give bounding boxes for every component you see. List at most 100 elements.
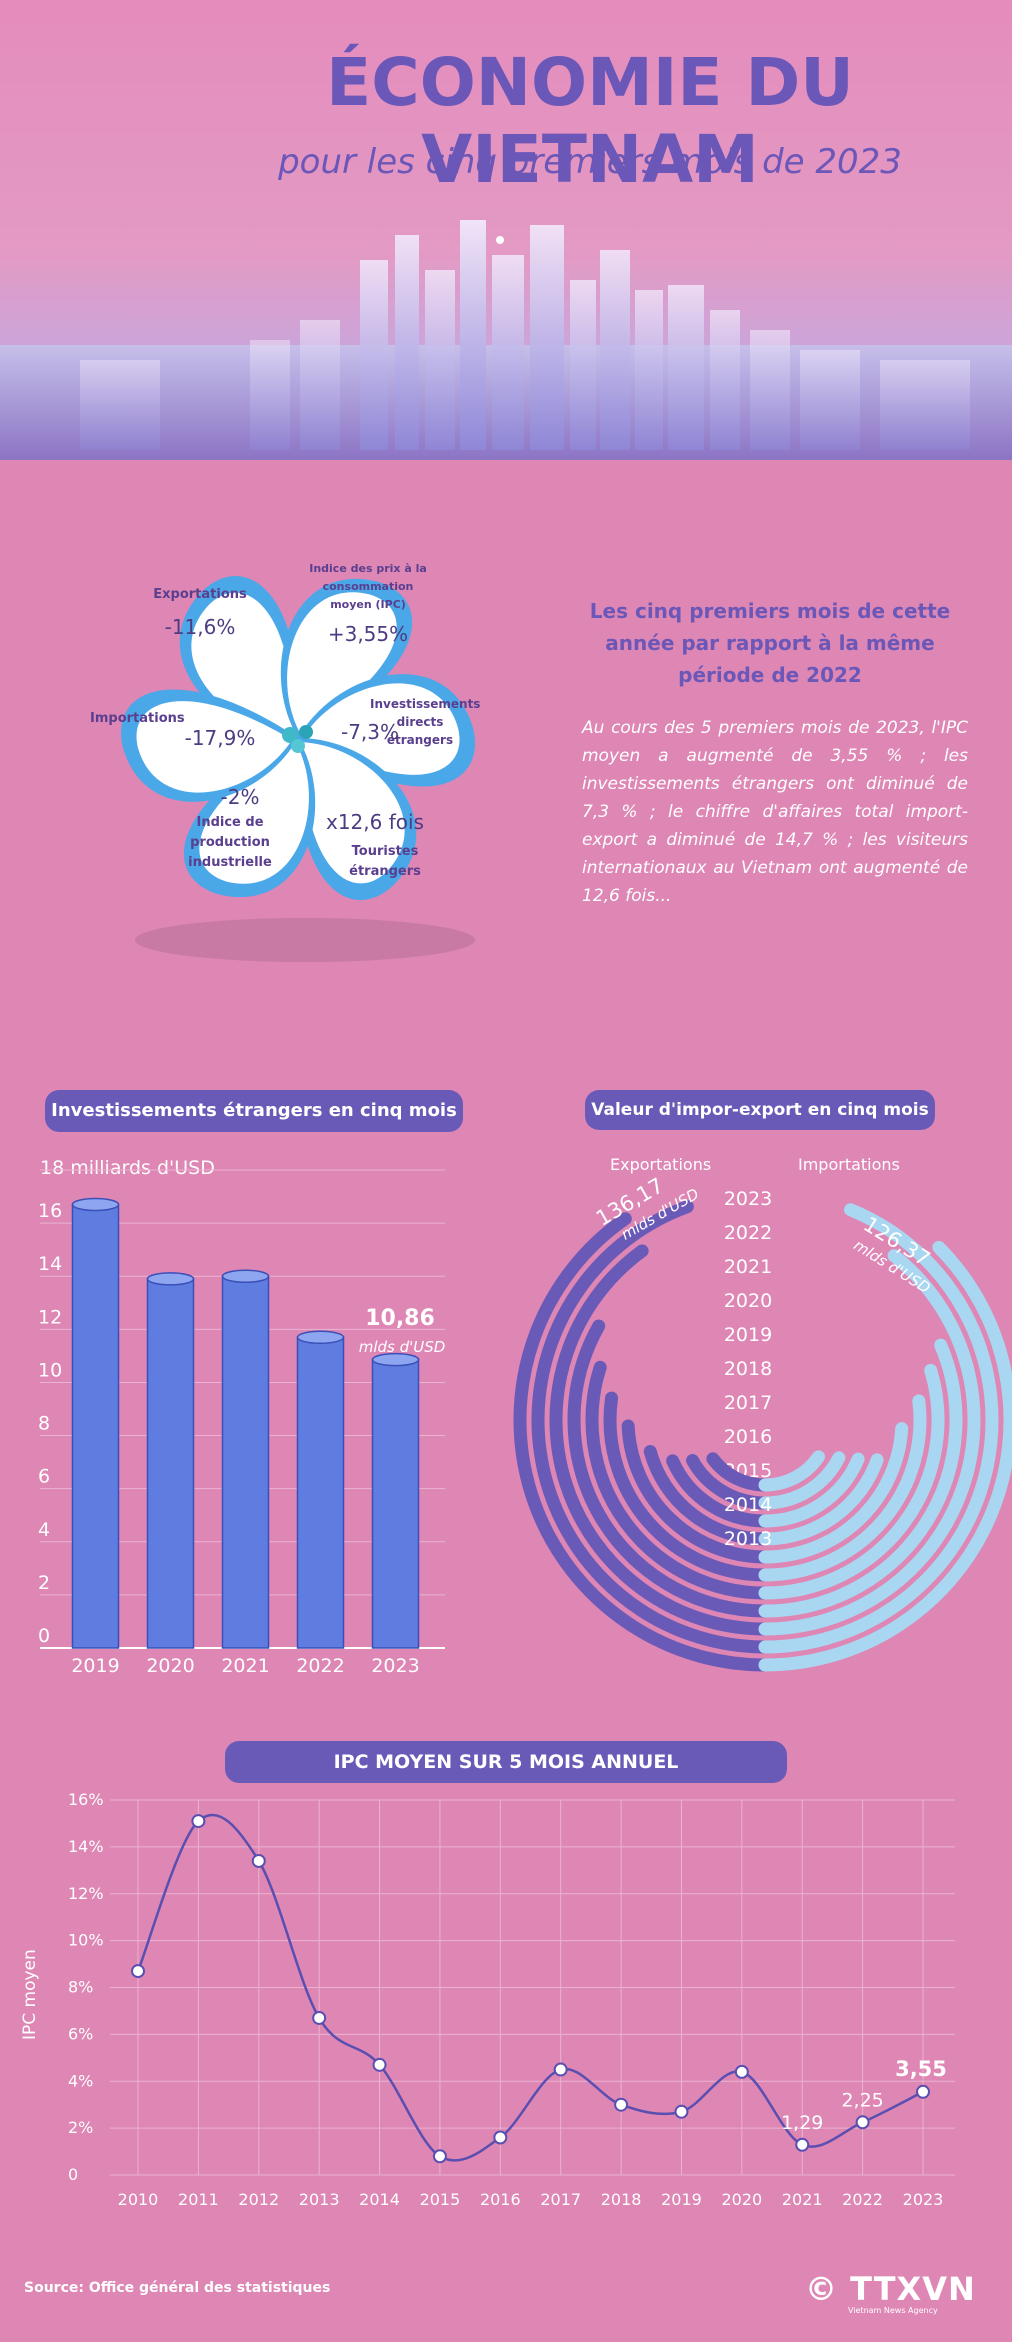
line-ytick-label: 8% (68, 1978, 93, 1997)
radial-import-arc (758, 1422, 909, 1564)
line-xtick-label: 2012 (238, 2190, 279, 2209)
radial-export-arc (513, 1212, 772, 1672)
petal-ide-value: -7,3% (340, 720, 400, 744)
bar-xtick-label: 2022 (296, 1655, 344, 1677)
line-xtick-label: 2018 (601, 2190, 642, 2209)
line-point (614, 2097, 629, 2112)
flower-petals-graphic (120, 575, 476, 962)
petal-title: Touristes étrangers (349, 844, 421, 879)
bar-highlight-unit: mlds d'USD (358, 1338, 446, 1356)
line-xtick-label: 2016 (480, 2190, 521, 2209)
line-xtick-label: 2020 (721, 2190, 762, 2209)
line-data-label: 3,55 (895, 2057, 947, 2081)
ttxvn-logo-subtitle: Vietnam News Agency (848, 2306, 938, 2315)
bar-xtick-label: 2021 (221, 1655, 269, 1677)
bar-ytick-label: 2 (38, 1572, 50, 1594)
line-xtick-label: 2014 (359, 2190, 400, 2209)
bar (371, 1358, 420, 1649)
summary-text: Au cours des 5 premiers mois de 2023, l'… (582, 718, 968, 906)
indicator-flower: Exportations -11,6% Indice des prix à la… (70, 510, 540, 990)
line-xtick-label: 2010 (118, 2190, 159, 2209)
line-point (855, 2115, 870, 2130)
bar-ytick-label: 4 (38, 1519, 50, 1541)
city-skyline-illustration (0, 220, 1012, 460)
line-point (191, 1814, 206, 1829)
line-point (131, 1964, 145, 1979)
bar-top (296, 1330, 345, 1345)
radial-right-label: Importations (798, 1155, 900, 1174)
radial-export-arc (621, 1419, 772, 1564)
line-point (916, 2084, 930, 2099)
radial-year-label: 2014 (724, 1494, 772, 1516)
line-point (795, 2137, 810, 2152)
line-xtick-label: 2022 (842, 2190, 883, 2209)
radial-year-label: 2019 (724, 1324, 772, 1346)
flower-petal (184, 738, 316, 897)
petal-touristes: x12,6 fois Touristes étrangers (315, 810, 435, 882)
petal-title: Indice des prix à la consommation moyen … (309, 562, 427, 611)
radial-import-arc (758, 1338, 963, 1618)
line-ytick-label: 10% (68, 1931, 104, 1950)
bar (221, 1275, 270, 1649)
flower-petal (280, 579, 412, 738)
petal-industrie: -2% Indice de production industrielle (170, 785, 290, 873)
bar-xtick-label: 2023 (371, 1655, 419, 1677)
petal-inner (199, 744, 309, 884)
bar-top (221, 1269, 270, 1283)
radial-import-arc (758, 1240, 1012, 1672)
radial-import-arc (758, 1453, 884, 1546)
radial-export-arc (531, 1200, 772, 1654)
bar (71, 1203, 120, 1649)
radial-export-arc (666, 1454, 772, 1528)
radial-export-arc (549, 1244, 772, 1636)
line-series (136, 1813, 924, 2162)
source-note: Source: Office général des statistiques (24, 2280, 331, 2296)
line-point (432, 2149, 447, 2164)
radial-year-label: 2015 (724, 1460, 772, 1482)
petal-value: -17,9% (184, 726, 256, 750)
petal-inner (136, 701, 292, 793)
line-xtick-label: 2021 (782, 2190, 823, 2209)
radial-export-arc (686, 1453, 772, 1510)
bar-ytick-label: 10 (38, 1359, 62, 1381)
radial-export-arc (567, 1319, 772, 1618)
line-point (734, 2064, 749, 2079)
bar-xtick-label: 2020 (146, 1655, 194, 1677)
line-xtick-label: 2015 (420, 2190, 461, 2209)
radial-year-label: 2017 (724, 1392, 772, 1414)
bar-section-title: Investissements étrangers en cinq mois (45, 1090, 463, 1132)
radial-left-label: Exportations (610, 1155, 712, 1174)
line-point (372, 2057, 387, 2072)
bar-ytick-label: 0 (38, 1625, 50, 1647)
line-xtick-label: 2019 (661, 2190, 702, 2209)
line-section-title: IPC MOYEN SUR 5 MOIS ANNUEL (225, 1741, 787, 1783)
petal-value: +3,55% (327, 622, 409, 646)
radial-export-arc (706, 1452, 772, 1492)
line-data-label: 1,29 (781, 2112, 823, 2134)
page-title: ÉCONOMIE DU VIETNAM (326, 44, 854, 198)
line-ytick-label: 4% (68, 2071, 93, 2090)
petal-importations-value: -17,9% (170, 726, 270, 750)
line-point (493, 2130, 508, 2145)
bar-ytick-label: 12 (38, 1306, 62, 1328)
bar-top (146, 1272, 195, 1286)
line-ytick-label: 2% (68, 2118, 93, 2137)
radial-import-arc (758, 1394, 927, 1582)
line-ytick-label: 6% (68, 2024, 93, 2043)
line-ytick-label: 16% (68, 1790, 104, 1809)
line-ylabel: IPC moyen (20, 1949, 40, 2040)
radial-import-arc (758, 1249, 981, 1636)
petal-value: x12,6 fois (326, 810, 424, 834)
line-ytick-label: 14% (68, 1837, 104, 1856)
petal-value: -7,3% (340, 720, 400, 744)
line-xtick-label: 2013 (299, 2190, 340, 2209)
radial-year-label: 2021 (724, 1256, 772, 1278)
radial-import-arc (758, 1363, 945, 1600)
petal-inner (302, 742, 405, 884)
line-ytick-label: 12% (68, 1884, 104, 1903)
petal-value: -11,6% (164, 615, 236, 639)
line-point (312, 2010, 327, 2025)
radial-year-label: 2013 (724, 1528, 772, 1550)
radial-year-label: 2016 (724, 1426, 772, 1448)
radial-import-arc (758, 1452, 865, 1528)
